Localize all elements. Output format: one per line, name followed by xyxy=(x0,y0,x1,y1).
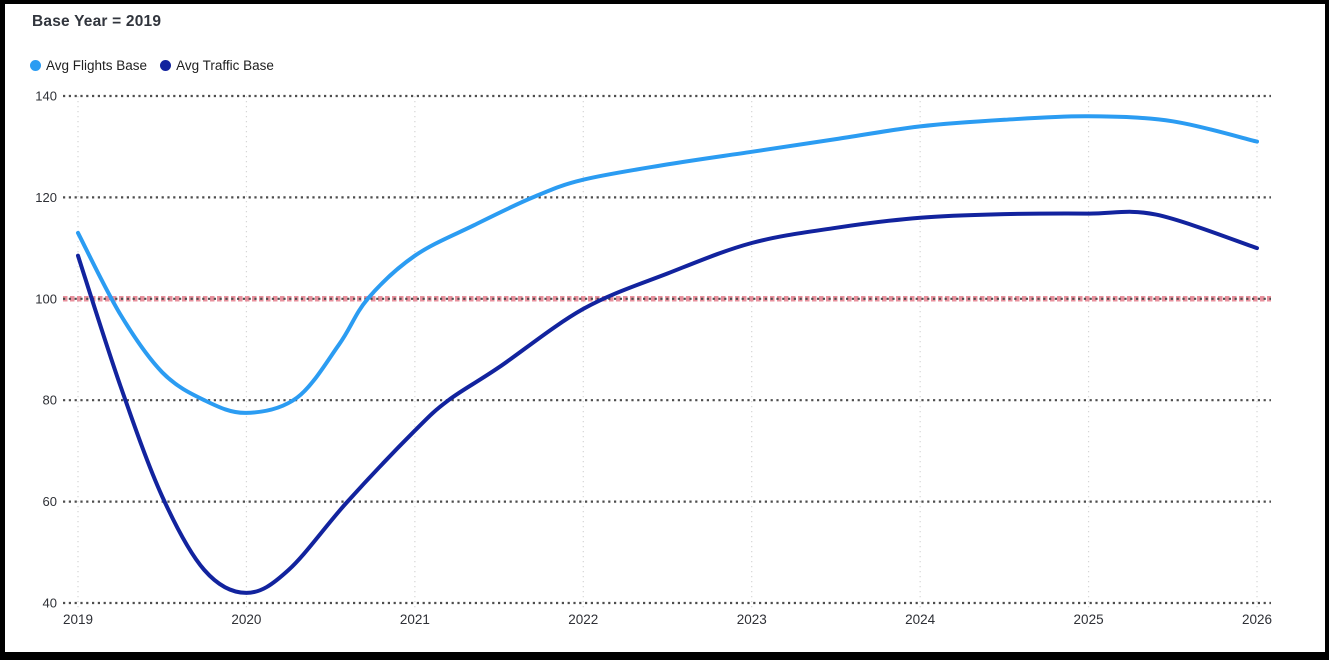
series-line-avg-flights-base[interactable] xyxy=(76,114,1259,415)
legend-item-label: Avg Flights Base xyxy=(46,58,148,73)
y-axis-tick-label: 140 xyxy=(35,89,57,104)
y-axis-tick-label: 100 xyxy=(35,291,57,306)
chart-canvas xyxy=(5,4,1325,652)
legend-marker-icon xyxy=(30,60,41,71)
legend-marker-icon xyxy=(160,60,172,71)
y-axis-tick-label: 120 xyxy=(35,190,57,205)
x-axis-tick-label: 2021 xyxy=(400,612,430,627)
series-line-avg-traffic-base[interactable] xyxy=(76,209,1259,595)
legend: Avg Flights Base Avg Traffic Base xyxy=(30,58,274,73)
y-axis-tick-label: 40 xyxy=(43,596,57,611)
y-axis-tick-label: 80 xyxy=(43,393,57,408)
x-axis-tick-label: 2024 xyxy=(905,612,936,627)
x-axis-tick-label: 2019 xyxy=(63,612,93,627)
x-axis-tick-label: 2020 xyxy=(231,612,261,627)
x-axis-tick-label: 2023 xyxy=(737,612,767,627)
x-axis-tick-label: 2025 xyxy=(1074,612,1104,627)
chart-title: Base Year = 2019 xyxy=(32,13,162,30)
x-axis-tick-label: 2026 xyxy=(1242,612,1272,627)
x-axis-tick-label: 2022 xyxy=(568,612,598,627)
y-axis-tick-label: 60 xyxy=(43,494,57,509)
legend-item-avg-flights-base[interactable]: Avg Flights Base xyxy=(30,58,147,73)
legend-item-label: Avg Traffic Base xyxy=(176,58,274,73)
legend-item-avg-traffic-base[interactable]: Avg Traffic Base xyxy=(160,58,274,73)
